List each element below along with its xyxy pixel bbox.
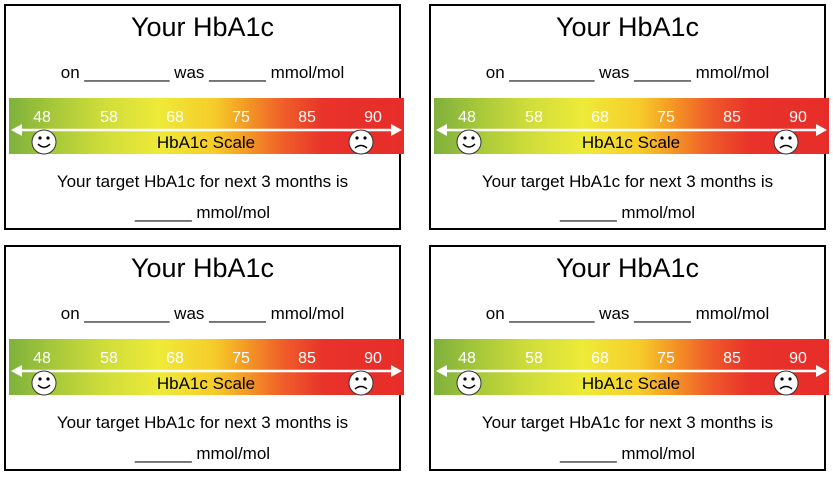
tick-label: 48 (458, 350, 476, 367)
target-line: Your target HbA1c for next 3 months is (481, 172, 774, 191)
tick-label: 58 (100, 350, 118, 367)
target-line: Your target HbA1c for next 3 months is (56, 172, 349, 191)
tick-label: 75 (657, 109, 675, 126)
happy-face-icon (456, 370, 482, 396)
target-line: Your target HbA1c for next 3 months is (56, 413, 349, 432)
hba1c-scale-bar: 48 58 68 75 85 90 HbA1c (434, 339, 829, 396)
tick-label: 85 (298, 350, 316, 367)
sad-face-icon (773, 370, 799, 396)
hba1c-card-4: Your HbA1c on _________ was ______ mmol/… (429, 245, 829, 471)
scale-label: HbA1c Scale (582, 133, 680, 152)
sad-face-icon (773, 129, 799, 155)
scale-label: HbA1c Scale (157, 133, 255, 152)
happy-face-icon (31, 370, 57, 396)
card-title: Your HbA1c (555, 253, 700, 283)
target-value-line: ______ mmol/mol (134, 203, 271, 222)
double-arrow-icon (11, 365, 402, 377)
sad-face-icon (348, 129, 374, 155)
target-value-line: ______ mmol/mol (559, 203, 696, 222)
result-line: on _________ was ______ mmol/mol (485, 304, 770, 323)
hba1c-scale-bar: 48 58 68 75 85 90 HbA1c (9, 98, 404, 155)
tick-label: 48 (33, 350, 51, 367)
double-arrow-icon (436, 365, 827, 377)
target-value-line: ______ mmol/mol (559, 444, 696, 463)
scale-label: HbA1c Scale (582, 374, 680, 393)
tick-label: 48 (458, 109, 476, 126)
tick-label: 90 (364, 350, 382, 367)
tick-label: 68 (166, 109, 184, 126)
sad-face-icon (348, 370, 374, 396)
tick-label: 85 (723, 109, 741, 126)
hba1c-scale-bar: 48 58 68 75 85 90 HbA1c (9, 339, 404, 396)
result-line: on _________ was ______ mmol/mol (485, 63, 770, 82)
happy-face-icon (456, 129, 482, 155)
tick-label: 68 (591, 109, 609, 126)
hba1c-scale-bar: 48 58 68 75 85 90 HbA1c (434, 98, 829, 155)
tick-label: 85 (723, 350, 741, 367)
double-arrow-icon (436, 124, 827, 136)
card-title: Your HbA1c (130, 12, 275, 42)
card-title: Your HbA1c (555, 12, 700, 42)
result-line: on _________ was ______ mmol/mol (60, 304, 345, 323)
tick-label: 85 (298, 109, 316, 126)
hba1c-card-2: Your HbA1c on _________ was ______ mmol/… (429, 4, 829, 230)
scale-label: HbA1c Scale (157, 374, 255, 393)
tick-label: 75 (232, 109, 250, 126)
tick-label: 90 (789, 109, 807, 126)
tick-label: 58 (525, 350, 543, 367)
tick-label: 58 (525, 109, 543, 126)
double-arrow-icon (11, 124, 402, 136)
card-title: Your HbA1c (130, 253, 275, 283)
happy-face-icon (31, 129, 57, 155)
tick-label: 58 (100, 109, 118, 126)
tick-label: 48 (33, 109, 51, 126)
tick-label: 90 (789, 350, 807, 367)
hba1c-card-3: Your HbA1c on _________ was ______ mmol/… (4, 245, 404, 471)
tick-label: 90 (364, 109, 382, 126)
tick-label: 75 (232, 350, 250, 367)
target-line: Your target HbA1c for next 3 months is (481, 413, 774, 432)
target-value-line: ______ mmol/mol (134, 444, 271, 463)
result-line: on _________ was ______ mmol/mol (60, 63, 345, 82)
tick-label: 75 (657, 350, 675, 367)
tick-label: 68 (166, 350, 184, 367)
tick-label: 68 (591, 350, 609, 367)
hba1c-card-1: Your HbA1c on _________ was ______ mmol/… (4, 4, 404, 230)
